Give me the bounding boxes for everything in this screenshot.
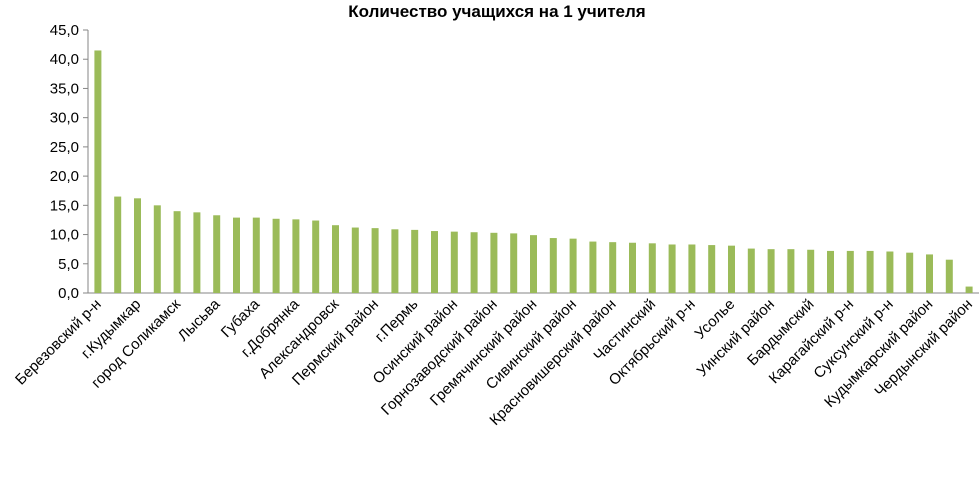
- bar: [114, 196, 122, 293]
- bar: [926, 254, 933, 293]
- bar: [134, 198, 141, 293]
- bar: [648, 243, 656, 293]
- bar: [411, 229, 419, 293]
- bar: [173, 211, 181, 293]
- y-tick-label: 0,0: [58, 285, 79, 302]
- bar: [252, 217, 260, 293]
- bar: [490, 232, 498, 293]
- bar: [371, 228, 379, 293]
- bar: [391, 229, 399, 293]
- bar: [609, 242, 617, 293]
- bar: [965, 286, 973, 293]
- bar: [351, 227, 359, 293]
- y-tick-label: 25,0: [50, 139, 79, 156]
- bar: [787, 249, 795, 293]
- bar: [688, 244, 696, 293]
- y-tick-label: 40,0: [50, 51, 79, 68]
- bar: [431, 231, 438, 293]
- bar: [312, 220, 320, 293]
- bar: [193, 212, 201, 293]
- bar: [549, 238, 557, 293]
- y-tick-label: 35,0: [50, 80, 79, 97]
- y-axis-ticks: 0,0 5,0 10,0 15,0 20,0 25,0 30,0 35,0 40,0 45,0: [50, 22, 88, 302]
- bar: [728, 245, 735, 293]
- bar: [945, 259, 953, 293]
- y-tick-label: 20,0: [50, 168, 79, 185]
- bar: [589, 241, 597, 293]
- y-tick-label: 45,0: [50, 22, 79, 39]
- bar: [866, 250, 874, 293]
- y-tick-label: 30,0: [50, 110, 79, 127]
- bar: [846, 250, 854, 293]
- bar: [213, 215, 221, 293]
- bar: [569, 238, 577, 293]
- bar: [470, 232, 478, 293]
- bar: [153, 205, 161, 293]
- bar: [450, 231, 458, 293]
- x-tick-label: Лысьва: [175, 295, 224, 344]
- bar: [668, 244, 676, 293]
- bars: [94, 50, 973, 294]
- bar: [292, 219, 300, 293]
- bar: [747, 248, 755, 293]
- bar: [510, 233, 518, 293]
- bar: [767, 249, 775, 293]
- bar: [708, 245, 716, 293]
- bar: [233, 217, 240, 293]
- bar: [906, 252, 914, 293]
- y-tick-label: 10,0: [50, 227, 79, 244]
- y-tick-label: 5,0: [58, 256, 79, 273]
- bar: [886, 251, 894, 293]
- y-tick-label: 15,0: [50, 197, 79, 214]
- bar: [530, 235, 537, 293]
- bar: [272, 218, 280, 293]
- bar: [629, 242, 636, 293]
- bar: [94, 50, 102, 294]
- chart-title: Количество учащихся на 1 учителя: [348, 2, 645, 21]
- bar: [827, 250, 834, 293]
- bar: [332, 225, 339, 293]
- bar: [807, 249, 815, 293]
